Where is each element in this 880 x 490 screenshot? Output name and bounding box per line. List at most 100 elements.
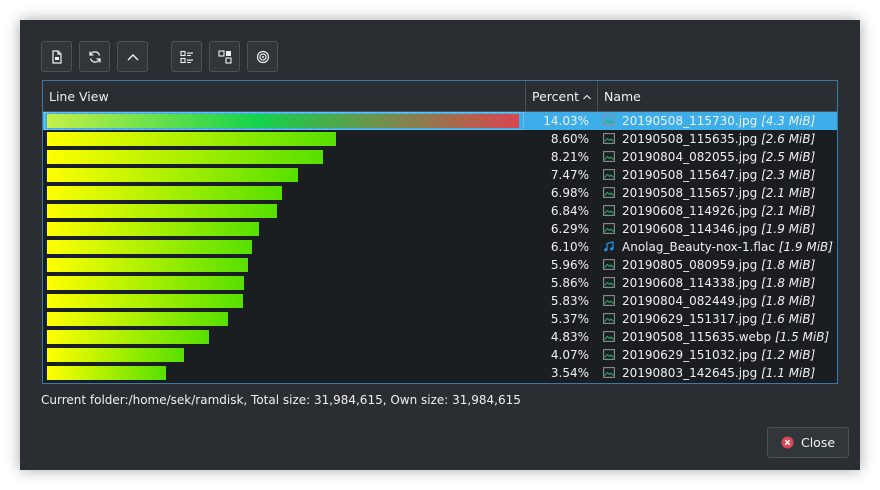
close-button[interactable]: Close (767, 427, 849, 458)
detailed-view-button[interactable] (171, 41, 202, 72)
file-name-text: 20190608_114346.jpg (622, 222, 758, 236)
image-icon (603, 187, 615, 198)
file-name-text: 20190508_115635.webp (622, 330, 772, 344)
file-name-text: 20190508_115730.jpg (622, 114, 758, 128)
table-row[interactable]: 6.10% Anolag_Beauty-nox-1.flac [1.9 MiB] (43, 238, 837, 256)
table-row[interactable]: 8.21% 20190804_082055.jpg [2.5 MiB] (43, 148, 837, 166)
detailed-view-icon (179, 50, 193, 63)
size-bar (47, 312, 228, 326)
table-row[interactable]: 8.60% 20190508_115635.jpg [2.6 MiB] (43, 130, 837, 148)
table-row[interactable]: 6.29% 20190608_114346.jpg [1.9 MiB] (43, 220, 837, 238)
column-header-name[interactable]: Name (597, 81, 837, 112)
image-icon (603, 295, 615, 306)
audio-icon (604, 241, 614, 252)
radial-view-icon (256, 50, 269, 63)
file-size: [1.1 MiB] (761, 366, 816, 380)
image-icon (603, 349, 615, 360)
close-button-label: Close (800, 435, 836, 450)
refresh-button[interactable] (79, 41, 110, 72)
file-name-text: 20190508_115647.jpg (622, 168, 758, 182)
size-bar (47, 114, 519, 128)
percent-cell: 5.83% (550, 294, 589, 308)
radial-view-button[interactable] (247, 41, 278, 72)
table-row[interactable]: 6.98% 20190508_115657.jpg [2.1 MiB] (43, 184, 837, 202)
table-row[interactable]: 4.07% 20190629_151032.jpg [1.2 MiB] (43, 346, 837, 364)
size-bar (47, 258, 248, 272)
file-name-text: 20190608_114926.jpg (622, 204, 758, 218)
file-name: 20190803_142645.jpg [1.1 MiB] (622, 364, 815, 382)
file-name: 20190508_115657.jpg [2.1 MiB] (622, 184, 815, 202)
tree-view-icon (217, 49, 232, 64)
file-name: 20190608_114926.jpg [2.1 MiB] (622, 202, 815, 220)
percent-cell: 8.60% (550, 132, 589, 146)
image-icon (603, 313, 615, 324)
table-row[interactable]: 5.37% 20190629_151317.jpg [1.6 MiB] (43, 310, 837, 328)
file-size: [2.3 MiB] (761, 168, 816, 182)
file-name: 20190508_115635.webp [1.5 MiB] (622, 328, 829, 346)
percent-cell: 7.47% (550, 168, 589, 182)
size-bar (47, 240, 252, 254)
size-bar (47, 366, 166, 380)
table-row[interactable]: 14.03% 20190508_115730.jpg [4.3 MiB] (43, 112, 837, 130)
file-name-text: 20190508_115635.jpg (622, 132, 758, 146)
column-header-percent[interactable]: Percent (525, 81, 597, 112)
file-name-text: 20190629_151032.jpg (622, 348, 758, 362)
file-size: [1.2 MiB] (761, 348, 816, 362)
image-icon (603, 115, 615, 126)
size-bar (47, 168, 298, 182)
column-header-line-view[interactable]: Line View (49, 89, 109, 104)
image-icon (603, 169, 615, 180)
column-header-percent-label: Percent (532, 89, 580, 104)
file-size: [4.3 MiB] (761, 114, 816, 128)
file-size: [2.6 MiB] (761, 132, 816, 146)
file-name: 20190629_151032.jpg [1.2 MiB] (622, 346, 815, 364)
table-row[interactable]: 5.96% 20190805_080959.jpg [1.8 MiB] (43, 256, 837, 274)
percent-cell: 5.37% (550, 312, 589, 326)
close-icon (781, 436, 794, 449)
file-size: [2.5 MiB] (761, 150, 816, 164)
file-name: Anolag_Beauty-nox-1.flac [1.9 MiB] (622, 238, 833, 256)
table-header: Line View Percent Name (43, 81, 837, 112)
file-name: 20190508_115647.jpg [2.3 MiB] (622, 166, 815, 184)
percent-cell: 4.07% (550, 348, 589, 362)
percent-cell: 6.98% (550, 186, 589, 200)
selection-focus-frame (44, 112, 524, 130)
file-name: 20190805_080959.jpg [1.8 MiB] (622, 256, 815, 274)
file-size: [1.6 MiB] (761, 312, 816, 326)
image-icon (603, 151, 615, 162)
file-name-text: 20190804_082055.jpg (622, 150, 758, 164)
file-name-text: 20190508_115657.jpg (622, 186, 758, 200)
file-name: 20190508_115730.jpg [4.3 MiB] (622, 112, 815, 130)
table-row[interactable]: 4.83% 20190508_115635.webp [1.5 MiB] (43, 328, 837, 346)
image-icon (603, 259, 615, 270)
size-bar (47, 330, 209, 344)
tree-view-button[interactable] (209, 41, 240, 72)
percent-cell: 6.29% (550, 222, 589, 236)
file-name-text: 20190803_142645.jpg (622, 366, 758, 380)
image-icon (603, 367, 615, 378)
refresh-icon (88, 50, 101, 63)
new-document-button[interactable] (41, 41, 72, 72)
size-bar (47, 150, 323, 164)
file-name-text: Anolag_Beauty-nox-1.flac (622, 240, 775, 254)
file-tree-view[interactable]: Line View Percent Name 14.03% 20190508_11… (42, 80, 838, 384)
go-up-button[interactable] (117, 41, 148, 72)
size-bar (47, 294, 243, 308)
table-row[interactable]: 5.86% 20190608_114338.jpg [1.8 MiB] (43, 274, 837, 292)
file-name-text: 20190804_082449.jpg (622, 294, 758, 308)
size-bar (47, 186, 282, 200)
table-row[interactable]: 3.54% 20190803_142645.jpg [1.1 MiB] (43, 364, 837, 382)
image-icon (603, 133, 615, 144)
percent-cell: 5.86% (550, 276, 589, 290)
file-name-text: 20190608_114338.jpg (622, 276, 758, 290)
table-row[interactable]: 5.83% 20190804_082449.jpg [1.8 MiB] (43, 292, 837, 310)
percent-cell: 6.84% (550, 204, 589, 218)
file-size: [1.8 MiB] (761, 258, 816, 272)
image-icon (603, 223, 615, 234)
file-name: 20190629_151317.jpg [1.6 MiB] (622, 310, 815, 328)
table-row[interactable]: 7.47% 20190508_115647.jpg [2.3 MiB] (43, 166, 837, 184)
file-size: [1.8 MiB] (761, 276, 816, 290)
status-text: Current folder:/home/sek/ramdisk, Total … (41, 393, 521, 407)
table-row[interactable]: 6.84% 20190608_114926.jpg [2.1 MiB] (43, 202, 837, 220)
percent-cell: 5.96% (550, 258, 589, 272)
